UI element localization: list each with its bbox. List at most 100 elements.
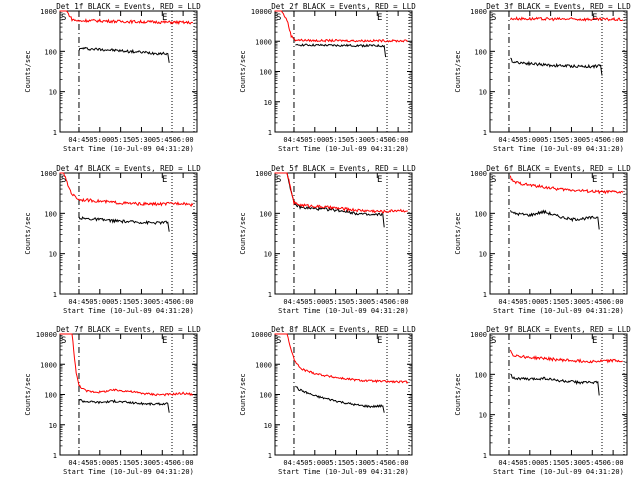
chart-title: Det 9f BLACK = Events, RED = LLD xyxy=(486,325,631,334)
x-tick-label: 05:45 xyxy=(582,298,603,306)
y-tick-label: 10 xyxy=(479,89,487,97)
y-tick-label: 1 xyxy=(483,291,487,299)
end-marker-label: E xyxy=(162,13,167,23)
y-tick-label: 1000 xyxy=(255,170,272,178)
y-tick-label: 100 xyxy=(259,210,272,218)
x-axis-label: Start Time (10-Jul-09 04:31:20) xyxy=(278,468,409,476)
chart-title: Det 1f BLACK = Events, RED = LLD xyxy=(56,2,201,11)
y-tick-label: 10 xyxy=(264,99,272,107)
y-tick-label: 1 xyxy=(483,452,487,460)
y-tick-label: 100 xyxy=(259,69,272,77)
series-line-events xyxy=(274,172,385,228)
plot-frame xyxy=(59,10,198,133)
y-tick-label: 10 xyxy=(49,89,57,97)
y-tick-label: 1000 xyxy=(40,8,57,16)
x-tick-label: 04:45 xyxy=(68,136,89,144)
y-tick-label: 1 xyxy=(268,129,272,137)
chart-panel-3: Det 3f BLACK = Events, RED = LLD 1 10 100 10… xyxy=(454,2,631,153)
x-axis-label: Start Time (10-Jul-09 04:31:20) xyxy=(493,145,624,153)
series-line-lld xyxy=(274,172,408,214)
x-tick-label: 06:00 xyxy=(173,459,194,467)
end-marker-label: E xyxy=(377,175,382,185)
y-axis-label: Counts/sec xyxy=(24,373,32,415)
series-line-events xyxy=(78,216,170,232)
x-axis-label: Start Time (10-Jul-09 04:31:20) xyxy=(63,307,194,315)
plot-frame xyxy=(59,333,198,456)
x-tick-label: 05:30 xyxy=(131,298,152,306)
y-tick-label: 100 xyxy=(474,48,487,56)
y-tick-label: 1 xyxy=(53,291,57,299)
x-axis-label: Start Time (10-Jul-09 04:31:20) xyxy=(63,145,194,153)
series-line-lld xyxy=(59,333,194,397)
series-line-events xyxy=(509,209,600,230)
x-tick-label: 06:00 xyxy=(603,298,624,306)
y-tick-label: 1 xyxy=(268,452,272,460)
chart-panel-7: Det 7f BLACK = Events, RED = LLD 1 10 100 10… xyxy=(24,325,201,476)
y-tick-label: 1 xyxy=(268,291,272,299)
y-tick-label: 1 xyxy=(53,129,57,137)
chart-title: Det 3f BLACK = Events, RED = LLD xyxy=(486,2,631,11)
chart-panel-1: Det 1f BLACK = Events, RED = LLD 1 10 100 10… xyxy=(24,2,201,153)
x-tick-label: 05:30 xyxy=(346,136,367,144)
plot-frame xyxy=(274,10,413,133)
y-tick-label: 1 xyxy=(483,129,487,137)
x-axis-label: Start Time (10-Jul-09 04:31:20) xyxy=(493,468,624,476)
y-tick-label: 10 xyxy=(479,412,487,420)
series-line-events xyxy=(510,373,600,396)
x-tick-label: 05:15 xyxy=(110,136,131,144)
x-tick-label: 05:00 xyxy=(519,298,540,306)
x-tick-label: 04:45 xyxy=(68,459,89,467)
chart-title: Det 8f BLACK = Events, RED = LLD xyxy=(271,325,416,334)
y-tick-label: 1000 xyxy=(470,331,487,339)
x-tick-label: 04:45 xyxy=(68,298,89,306)
y-tick-label: 100 xyxy=(44,210,57,218)
y-tick-label: 100 xyxy=(474,210,487,218)
y-tick-label: 1000 xyxy=(40,361,57,369)
y-axis-label: Counts/sec xyxy=(454,50,462,92)
start-marker-label: S xyxy=(491,175,496,185)
y-tick-label: 100 xyxy=(474,371,487,379)
y-tick-label: 100 xyxy=(44,48,57,56)
plot-frame xyxy=(489,10,628,133)
y-tick-label: 100 xyxy=(259,392,272,400)
x-axis-label: Start Time (10-Jul-09 04:31:20) xyxy=(493,307,624,315)
x-tick-label: 05:30 xyxy=(131,459,152,467)
y-tick-label: 10000 xyxy=(251,8,272,16)
y-axis-label: Counts/sec xyxy=(239,50,247,92)
x-tick-label: 05:45 xyxy=(367,136,388,144)
x-tick-label: 04:45 xyxy=(498,136,519,144)
series-line-lld xyxy=(59,10,194,26)
chart-panel-9: Det 9f BLACK = Events, RED = LLD 1 10 100 10… xyxy=(454,325,631,476)
x-tick-label: 05:00 xyxy=(89,459,110,467)
x-tick-label: 05:30 xyxy=(561,298,582,306)
chart-title: Det 2f BLACK = Events, RED = LLD xyxy=(271,2,416,11)
x-tick-label: 05:30 xyxy=(561,136,582,144)
chart-panel-4: Det 4f BLACK = Events, RED = LLD 1 10 100 10… xyxy=(24,164,201,315)
x-tick-label: 05:45 xyxy=(152,136,173,144)
x-axis-label: Start Time (10-Jul-09 04:31:20) xyxy=(278,307,409,315)
start-marker-label: S xyxy=(276,13,281,23)
y-tick-label: 10000 xyxy=(36,331,57,339)
x-tick-label: 05:00 xyxy=(89,136,110,144)
series-line-events xyxy=(295,43,387,58)
x-tick-label: 05:45 xyxy=(582,136,603,144)
x-tick-label: 06:00 xyxy=(388,459,409,467)
x-tick-label: 04:45 xyxy=(283,459,304,467)
y-tick-label: 10 xyxy=(264,422,272,430)
x-tick-label: 06:00 xyxy=(388,136,409,144)
plot-frame xyxy=(489,333,628,456)
y-tick-label: 10000 xyxy=(251,331,272,339)
x-tick-label: 06:00 xyxy=(603,459,624,467)
plot-frame xyxy=(274,172,413,295)
y-tick-label: 1000 xyxy=(40,170,57,178)
x-tick-label: 05:00 xyxy=(304,298,325,306)
x-tick-label: 04:45 xyxy=(498,459,519,467)
y-tick-label: 10 xyxy=(49,251,57,259)
y-tick-label: 10 xyxy=(479,251,487,259)
y-axis-label: Counts/sec xyxy=(24,50,32,92)
start-marker-label: S xyxy=(61,13,66,23)
x-tick-label: 05:15 xyxy=(110,298,131,306)
x-tick-label: 05:30 xyxy=(346,459,367,467)
start-marker-label: S xyxy=(491,13,496,23)
